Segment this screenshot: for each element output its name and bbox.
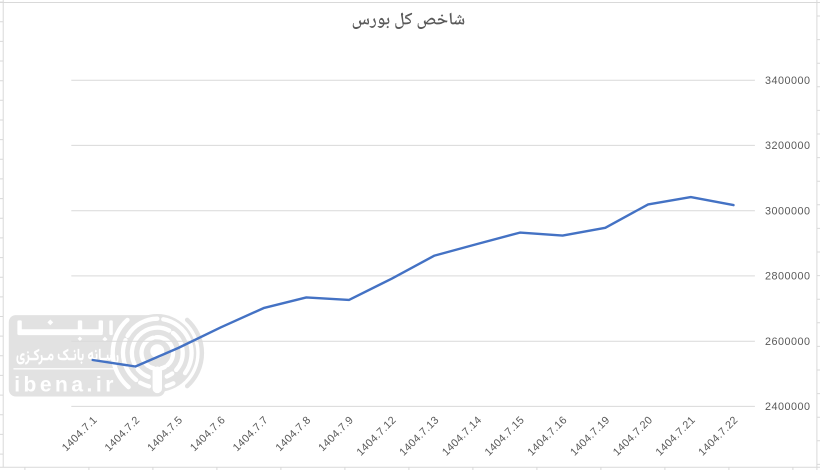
svg-text:3200000: 3200000 (765, 140, 811, 152)
svg-text:3000000: 3000000 (765, 206, 811, 218)
svg-text:2600000: 2600000 (765, 336, 811, 348)
svg-text:ibena.ir: ibena.ir (14, 373, 117, 396)
svg-text:3400000: 3400000 (765, 75, 811, 87)
svg-text:2800000: 2800000 (765, 271, 811, 283)
svg-text:2400000: 2400000 (765, 401, 811, 413)
